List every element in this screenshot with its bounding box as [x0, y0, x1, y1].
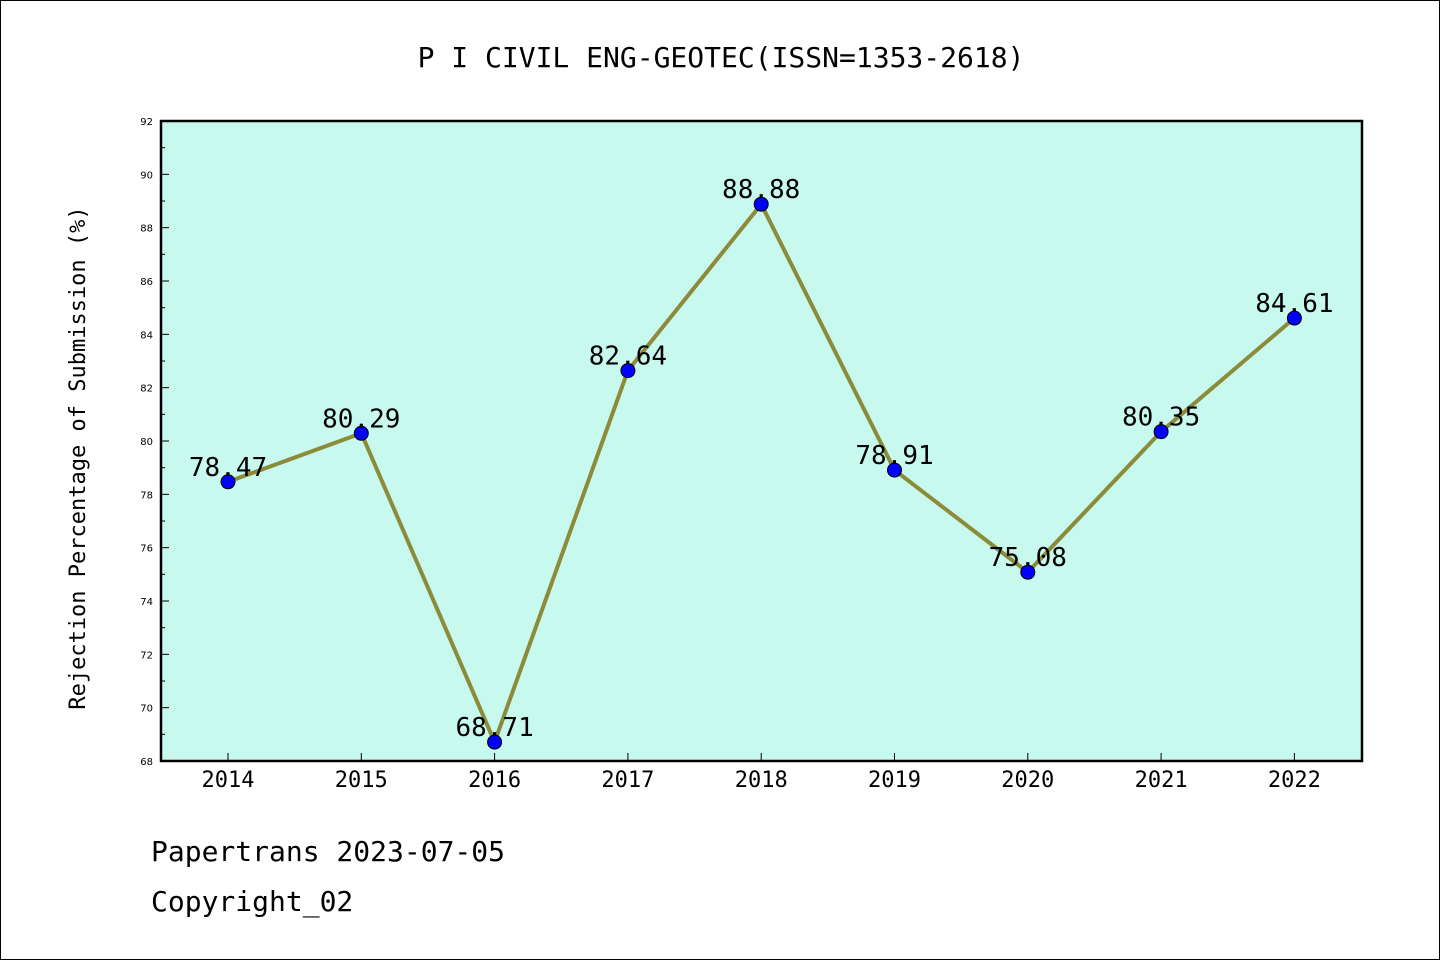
data-label: 75.08 — [989, 543, 1067, 573]
x-axis-ticks: 2014 2015 2016 2017 2018 2019 2020 2021 2022 — [202, 753, 1321, 793]
x-tick-label: 2016 — [468, 768, 521, 793]
x-tick-label: 2021 — [1135, 768, 1188, 793]
y-tick-label: 70 — [140, 704, 153, 715]
footer-copyright-label: Copyright_02 — [151, 885, 354, 918]
y-tick-label: 78 — [140, 490, 153, 501]
y-tick-label: 84 — [140, 330, 153, 341]
x-tick-label: 2020 — [1001, 768, 1054, 793]
data-label: 80.35 — [1122, 403, 1200, 433]
y-tick-label: 86 — [140, 277, 153, 288]
y-tick-label: 90 — [140, 170, 153, 181]
data-point — [220, 474, 236, 490]
data-series: 78.47 80.29 68.71 82.64 88.88 78.91 75.08 80.35… — [189, 175, 1334, 750]
data-label: 82.64 — [589, 342, 667, 372]
x-tick-label: 2017 — [601, 768, 654, 793]
plot-border — [159, 119, 1364, 763]
data-label: 80.29 — [322, 404, 400, 434]
data-label: 68.71 — [455, 713, 533, 743]
data-point — [1020, 564, 1036, 580]
data-point — [487, 734, 503, 750]
data-label: 78.47 — [189, 453, 267, 483]
y-axis-label: Rejection Percentage of Submission (%) — [66, 206, 91, 709]
plot-area — [161, 121, 1362, 761]
y-tick-label: 76 — [140, 544, 153, 555]
data-point — [353, 425, 369, 441]
x-tick-label: 2022 — [1268, 768, 1321, 793]
data-point — [887, 462, 902, 478]
y-tick-label: 82 — [140, 384, 153, 395]
y-tick-label: 88 — [140, 224, 153, 235]
data-label: 84.61 — [1255, 289, 1333, 319]
data-point — [620, 363, 636, 379]
y-tick-label: 80 — [140, 437, 153, 448]
data-point — [1286, 310, 1302, 326]
x-tick-label: 2014 — [202, 768, 255, 793]
x-tick-label: 2018 — [735, 768, 788, 793]
chart-title: P I CIVIL ENG-GEOTEC(ISSN=1353-2618) — [418, 41, 1025, 74]
x-tick-label: 2015 — [335, 768, 388, 793]
y-tick-label: 72 — [140, 650, 153, 661]
data-label: 78.91 — [855, 441, 933, 471]
data-point — [753, 196, 769, 212]
data-label: 88.88 — [722, 175, 800, 205]
y-tick-label: 68 — [140, 757, 153, 768]
y-axis-ticks: 68 70 72 74 76 78 80 82 84 86 88 90 92 — [140, 117, 169, 768]
y-tick-label: 92 — [140, 117, 153, 128]
x-tick-label: 2019 — [868, 768, 921, 793]
footer-date-label: Papertrans 2023-07-05 — [151, 835, 506, 868]
data-point — [1153, 424, 1169, 440]
y-tick-label: 74 — [140, 597, 153, 608]
